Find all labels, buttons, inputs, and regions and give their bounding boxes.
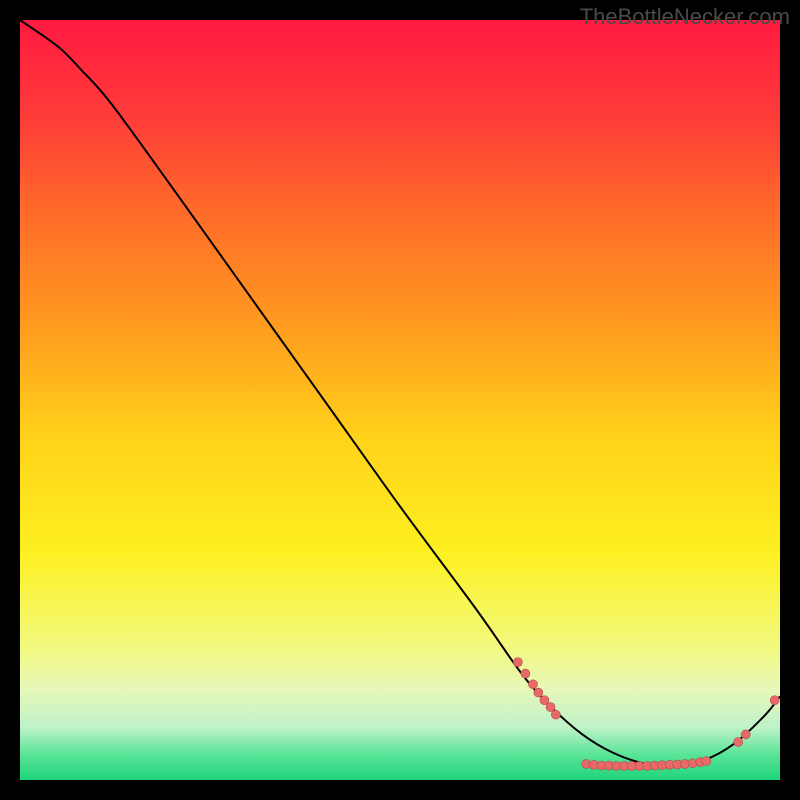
chart-container: TheBottleNecker.com bbox=[0, 0, 800, 800]
marker-point bbox=[529, 680, 538, 689]
marker-point bbox=[546, 703, 555, 712]
marker-point bbox=[513, 658, 522, 667]
marker-point bbox=[534, 688, 543, 697]
marker-point bbox=[521, 669, 530, 678]
marker-point bbox=[551, 710, 560, 719]
plot-area bbox=[20, 20, 780, 780]
marker-point bbox=[741, 730, 750, 739]
marker-point bbox=[734, 738, 743, 747]
chart-svg bbox=[20, 20, 780, 780]
watermark-label: TheBottleNecker.com bbox=[580, 4, 790, 30]
marker-point bbox=[702, 757, 711, 766]
marker-point bbox=[770, 696, 779, 705]
